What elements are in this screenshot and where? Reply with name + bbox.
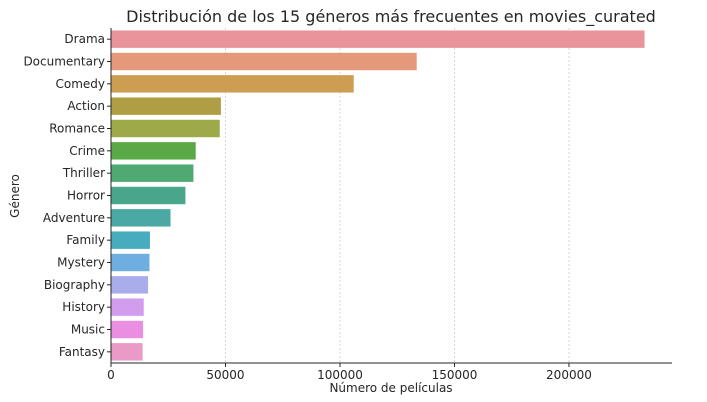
bar-documentary (111, 52, 417, 71)
bar-biography (111, 276, 149, 294)
x-tick-labels: 0 50000 100000 150000 200000 (107, 363, 592, 382)
y-tick-label: Drama (64, 32, 105, 46)
chart-title: Distribución de los 15 géneros más frecu… (126, 7, 656, 27)
y-tick-label: History (62, 300, 105, 314)
x-tick-label: 150000 (432, 368, 478, 382)
x-tick-label: 50000 (206, 368, 244, 382)
bar-horror (111, 186, 186, 205)
bar-crime (111, 142, 196, 160)
x-tick-label: 0 (107, 368, 115, 382)
y-tick-labels: Drama Documentary Comedy Action Romance Crime… (23, 32, 111, 359)
y-tick-label: Comedy (55, 77, 105, 91)
x-axis-label: Número de películas (329, 381, 452, 395)
x-tick-label: 200000 (546, 368, 592, 382)
bar-action (111, 97, 221, 115)
y-tick-label: Crime (69, 144, 105, 158)
y-tick-label: Horror (67, 189, 105, 203)
bar-family (111, 231, 150, 249)
y-tick-label: Documentary (23, 55, 105, 69)
bar-romance (111, 119, 220, 138)
y-tick-label: Mystery (57, 256, 105, 270)
bar-adventure (111, 209, 171, 227)
y-tick-label: Music (71, 323, 105, 337)
bars (111, 30, 645, 361)
y-tick-label: Action (67, 99, 105, 113)
bar-comedy (111, 75, 354, 93)
bar-thriller (111, 164, 194, 182)
y-tick-label: Family (66, 233, 105, 247)
y-axis-label: Género (8, 174, 22, 218)
y-tick-label: Romance (49, 122, 105, 136)
y-tick-label: Fantasy (59, 345, 105, 359)
bar-drama (111, 30, 645, 48)
bar-fantasy (111, 343, 143, 361)
y-tick-label: Adventure (43, 211, 105, 225)
x-tick-label: 100000 (317, 368, 363, 382)
bar-mystery (111, 253, 150, 272)
bar-music (111, 320, 144, 339)
y-tick-label: Biography (44, 278, 105, 292)
bar-history (111, 298, 144, 316)
y-tick-label: Thriller (62, 166, 105, 180)
